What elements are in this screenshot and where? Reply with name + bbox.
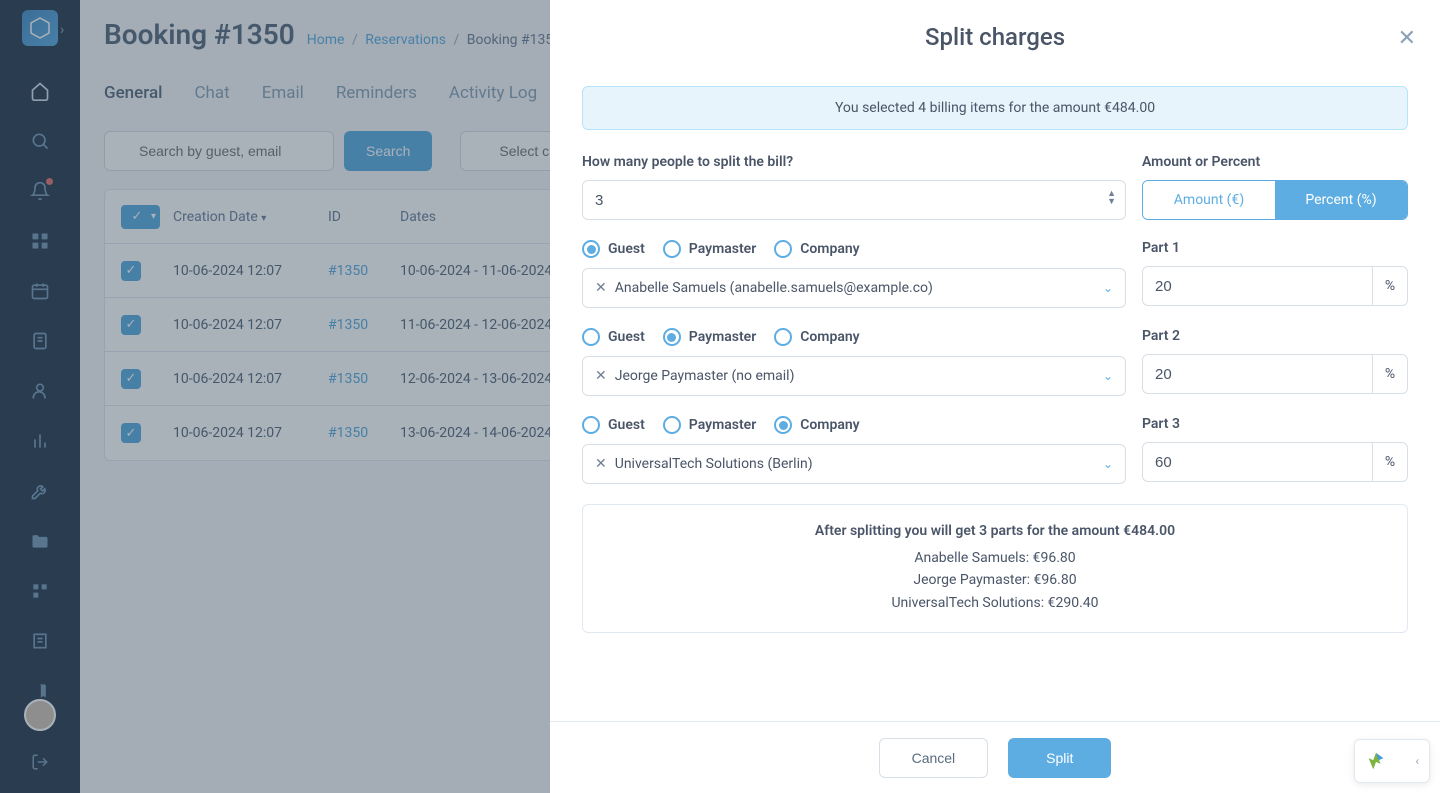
part-select[interactable]: ✕ UniversalTech Solutions (Berlin) ⌄: [582, 444, 1126, 484]
people-label: How many people to split the bill?: [582, 154, 1126, 170]
select-value: UniversalTech Solutions (Berlin): [615, 456, 813, 472]
clear-icon[interactable]: ✕: [595, 280, 607, 296]
mode-amount-button[interactable]: Amount (€): [1143, 181, 1275, 219]
chevron-down-icon: ⌄: [1103, 457, 1113, 471]
select-value: Jeorge Paymaster (no email): [615, 368, 795, 384]
selection-notice: You selected 4 billing items for the amo…: [582, 86, 1408, 130]
close-icon[interactable]: ✕: [1398, 26, 1416, 51]
mode-percent-button[interactable]: Percent (%): [1275, 181, 1407, 219]
radio-guest[interactable]: Guest: [582, 328, 645, 346]
chevron-down-icon: ⌄: [1103, 369, 1113, 383]
chat-widget[interactable]: ‹: [1354, 739, 1430, 783]
chat-widget-caret-icon: ‹: [1415, 754, 1419, 768]
summary-title: After splitting you will get 3 parts for…: [601, 523, 1389, 539]
clear-icon[interactable]: ✕: [595, 368, 607, 384]
part-select[interactable]: ✕ Jeorge Paymaster (no email) ⌄: [582, 356, 1126, 396]
summary-line-3: UniversalTech Solutions: €290.40: [601, 592, 1389, 614]
percent-addon: %: [1372, 266, 1408, 306]
number-spinner[interactable]: ▲▼: [1107, 190, 1116, 206]
clear-icon[interactable]: ✕: [595, 456, 607, 472]
radio-company[interactable]: Company: [774, 416, 859, 434]
summary-box: After splitting you will get 3 parts for…: [582, 504, 1408, 633]
part-block: Guest Paymaster Company ✕ UniversalTech Solu…: [582, 416, 1408, 484]
mode-label: Amount or Percent: [1142, 154, 1408, 170]
chat-widget-logo-icon: [1365, 750, 1387, 772]
part-block: Guest Paymaster Company ✕ Jeorge Paymaster (…: [582, 328, 1408, 396]
part-value-input[interactable]: [1142, 266, 1372, 306]
radio-company[interactable]: Company: [774, 328, 859, 346]
mode-toggle: Amount (€) Percent (%): [1142, 180, 1408, 220]
cancel-button[interactable]: Cancel: [879, 738, 989, 778]
radio-paymaster[interactable]: Paymaster: [663, 416, 756, 434]
part-label: Part 3: [1142, 416, 1408, 432]
split-charges-modal: Split charges ✕ You selected 4 billing i…: [550, 0, 1440, 793]
radio-paymaster[interactable]: Paymaster: [663, 328, 756, 346]
split-button[interactable]: Split: [1008, 738, 1111, 778]
radio-guest[interactable]: Guest: [582, 240, 645, 258]
summary-line-2: Jeorge Paymaster: €96.80: [601, 569, 1389, 591]
part-label: Part 1: [1142, 240, 1408, 256]
chevron-down-icon: ⌄: [1103, 281, 1113, 295]
summary-line-1: Anabelle Samuels: €96.80: [601, 547, 1389, 569]
part-value-input[interactable]: [1142, 442, 1372, 482]
part-block: Guest Paymaster Company ✕ Anabelle Samuels (…: [582, 240, 1408, 308]
people-input[interactable]: [582, 180, 1126, 220]
part-value-input[interactable]: [1142, 354, 1372, 394]
radio-guest[interactable]: Guest: [582, 416, 645, 434]
radio-paymaster[interactable]: Paymaster: [663, 240, 756, 258]
select-value: Anabelle Samuels (anabelle.samuels@examp…: [615, 280, 933, 296]
part-select[interactable]: ✕ Anabelle Samuels (anabelle.samuels@exam…: [582, 268, 1126, 308]
part-label: Part 2: [1142, 328, 1408, 344]
percent-addon: %: [1372, 354, 1408, 394]
modal-title: Split charges: [925, 23, 1065, 51]
percent-addon: %: [1372, 442, 1408, 482]
radio-company[interactable]: Company: [774, 240, 859, 258]
